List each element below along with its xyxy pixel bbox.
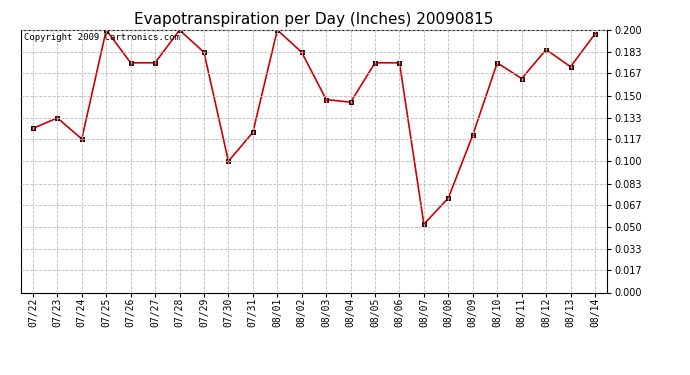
Title: Evapotranspiration per Day (Inches) 20090815: Evapotranspiration per Day (Inches) 2009…	[135, 12, 493, 27]
Text: Copyright 2009 Cartronics.com: Copyright 2009 Cartronics.com	[23, 33, 179, 42]
